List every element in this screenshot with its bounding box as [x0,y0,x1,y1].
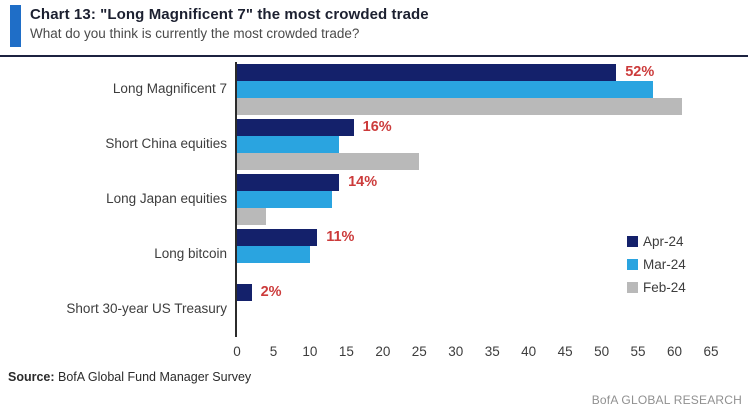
data-label: 11% [326,229,355,245]
x-tick-label: 15 [338,344,354,359]
legend-label: Apr-24 [643,234,684,249]
x-tick-label: 35 [484,344,500,359]
bar-apr-24 [237,284,252,301]
bar-mar-24 [237,81,653,98]
chart-title: Chart 13: "Long Magnificent 7" the most … [30,6,429,23]
bar-feb-24 [237,98,682,115]
source-label: Source: [8,370,55,384]
chart-category-row: Long bitcoin 11% [0,227,711,282]
data-label: 52% [625,64,655,80]
x-tick-label: 40 [521,344,537,359]
legend-swatch-apr-24 [627,236,638,247]
bars-group: 11% [235,227,711,282]
bar-feb-24 [237,208,267,225]
legend-item-feb-24: Feb-24 [627,276,686,299]
chart-category-row: Short 30-year US Treasury 2% [0,282,711,337]
title-accent-bar [10,5,21,47]
x-tick-label: 0 [233,344,241,359]
bars-group: 2% [235,282,711,337]
data-label: 2% [260,284,282,300]
brand-mark: BofA GLOBAL RESEARCH [591,393,742,407]
category-label: Long Japan equities [106,191,227,207]
x-tick-label: 60 [667,344,683,359]
bar-apr-24 [237,64,617,81]
category-label: Short China equities [105,136,227,152]
category-label: Short 30-year US Treasury [66,301,227,317]
x-tick-label: 30 [448,344,464,359]
bar-mar-24 [237,191,332,208]
bar-mar-24 [237,136,340,153]
x-tick-label: 55 [630,344,646,359]
x-axis: 0 5 10 15 20 25 30 35 40 45 50 55 60 65 [233,344,718,360]
source-text: BofA Global Fund Manager Survey [54,370,252,384]
bar-apr-24 [237,229,318,246]
legend-label: Mar-24 [643,257,686,272]
chart-category-row: Long Magnificent 7 52% [0,62,711,117]
chart-category-row: Short China equities 16% [0,117,711,172]
x-tick-label: 5 [269,344,278,359]
legend-swatch-feb-24 [627,282,638,293]
bars-group: 16% [235,117,711,172]
bar-apr-24 [237,119,354,136]
data-label: 16% [362,119,392,135]
bars-group: 52% [235,62,711,117]
chart-category-row: Long Japan equities 14% [0,172,711,227]
source-note: Source: BofA Global Fund Manager Survey [8,370,251,384]
bar-feb-24 [237,153,420,170]
legend: Apr-24 Mar-24 Feb-24 [627,230,686,299]
x-tick-label: 10 [302,344,318,359]
bar-chart: Long Magnificent 7 52% Short China equitie… [0,62,711,337]
data-label: 14% [348,174,378,190]
x-tick-label: 25 [411,344,427,359]
title-divider [0,55,748,57]
legend-item-apr-24: Apr-24 [627,230,686,253]
chart-subtitle: What do you think is currently the most … [30,26,360,41]
legend-swatch-mar-24 [627,259,638,270]
x-tick-label: 50 [594,344,610,359]
legend-item-mar-24: Mar-24 [627,253,686,276]
bar-mar-24 [237,246,310,263]
category-label: Long Magnificent 7 [112,81,227,97]
x-tick-label: 45 [557,344,573,359]
x-tick-label: 65 [703,344,719,359]
category-label: Long bitcoin [154,246,227,262]
bars-group: 14% [235,172,711,227]
bar-apr-24 [237,174,340,191]
x-tick-label: 20 [375,344,391,359]
legend-label: Feb-24 [643,280,686,295]
